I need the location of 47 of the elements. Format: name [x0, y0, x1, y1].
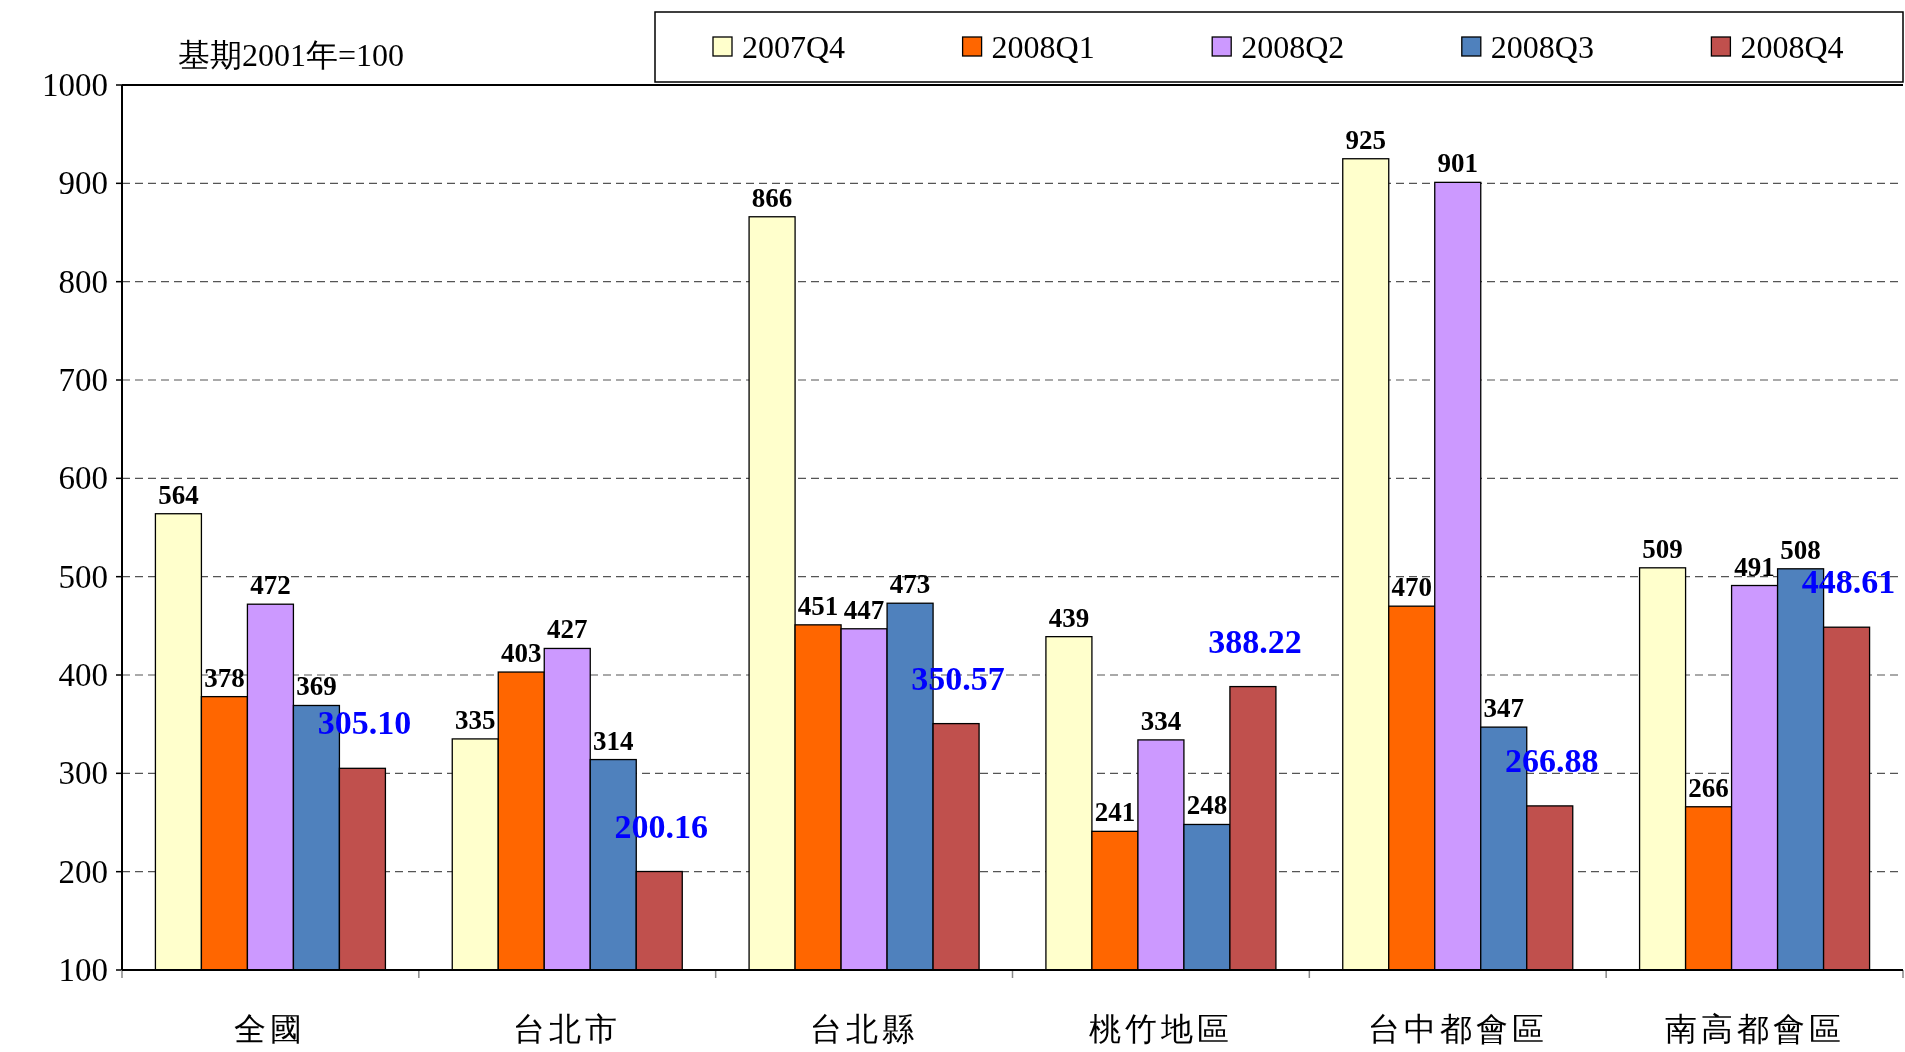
data-label: 388.22: [1208, 622, 1302, 660]
data-label: 491: [1734, 551, 1775, 582]
x-tick-label: 台北縣: [810, 1011, 919, 1047]
data-label: 378: [204, 662, 245, 693]
data-label: 266: [1688, 772, 1729, 803]
data-label: 439: [1048, 602, 1090, 633]
legend-label: 2008Q4: [1740, 29, 1844, 65]
legend-label: 2007Q4: [742, 29, 846, 65]
data-label: 901: [1437, 148, 1478, 179]
legend-label: 2008Q2: [1241, 29, 1345, 65]
data-label: 347: [1483, 693, 1524, 724]
y-tick-label: 500: [58, 558, 108, 595]
y-tick-label: 100: [58, 952, 108, 988]
y-tick-label: 200: [58, 853, 108, 890]
data-label: 472: [250, 570, 291, 601]
y-tick-label: 800: [58, 263, 108, 300]
data-label: 473: [889, 569, 931, 600]
y-tick-label: 300: [58, 755, 108, 792]
data-label: 564: [158, 479, 199, 510]
data-label: 248: [1186, 790, 1228, 821]
y-tick-label: 1000: [42, 67, 108, 103]
data-label: 427: [547, 614, 588, 645]
data-label: 451: [797, 590, 839, 621]
legend-label: 2008Q1: [991, 29, 1095, 65]
data-label: 470: [1391, 572, 1432, 603]
legend-label: 2008Q3: [1490, 29, 1594, 65]
x-tick-label: 台中都會區: [1367, 1011, 1548, 1047]
data-label: 925: [1345, 124, 1386, 155]
x-tick-label: 全國: [234, 1011, 307, 1047]
data-label: 403: [501, 638, 542, 669]
data-label: 334: [1140, 705, 1182, 736]
text: 基期2001年=100: [178, 37, 405, 73]
y-tick-label: 400: [58, 657, 108, 693]
data-label: 314: [593, 725, 634, 756]
x-tick-label: 桃竹地區: [1088, 1011, 1233, 1047]
data-label: 447: [843, 594, 885, 625]
data-label: 369: [296, 671, 337, 702]
data-label: 241: [1094, 797, 1136, 828]
data-label: 509: [1642, 533, 1683, 564]
y-tick-label: 700: [58, 362, 108, 398]
x-tick-label: 台北市: [513, 1011, 622, 1047]
data-label: 866: [751, 182, 793, 213]
x-tick-label: 南高都會區: [1664, 1011, 1845, 1047]
y-tick-label: 900: [58, 165, 108, 202]
y-tick-label: 600: [58, 460, 108, 497]
data-label: 508: [1780, 534, 1821, 565]
data-label: 335: [455, 704, 496, 735]
